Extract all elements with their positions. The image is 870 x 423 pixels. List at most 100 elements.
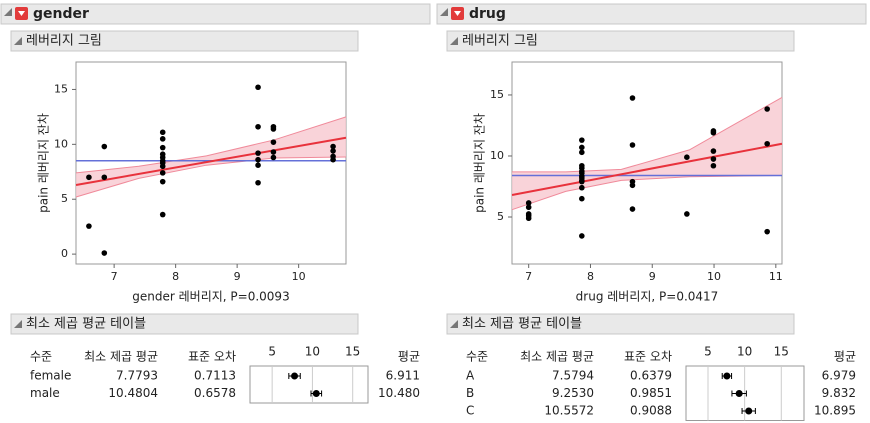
level-cell: C [466, 404, 474, 418]
point [525, 200, 532, 206]
x-tick-label: 11 [769, 270, 783, 283]
point [629, 182, 636, 189]
point [101, 143, 108, 150]
mean-cell: 6.979 [822, 369, 856, 383]
x-tick-label: 10 [707, 270, 721, 283]
y-tick-label: 10 [490, 149, 504, 162]
point [270, 139, 277, 145]
point [86, 223, 92, 229]
band-edge-upper [512, 96, 783, 173]
mini-tick-label: 5 [704, 345, 712, 359]
disclosure-icon[interactable] [14, 37, 22, 45]
point [684, 211, 690, 217]
column-header: 수준 [466, 350, 488, 364]
y-tick-label: 0 [61, 247, 68, 260]
y-tick-label: 15 [490, 88, 504, 101]
point [525, 204, 532, 211]
point [159, 163, 166, 170]
x-tick-label: 7 [111, 270, 118, 283]
column-header: 평균 [398, 350, 420, 364]
point [579, 137, 585, 143]
fit-line [75, 136, 347, 186]
point [525, 215, 532, 222]
band-edge-lower [511, 175, 783, 211]
panel-header [436, 3, 867, 25]
section-title: 최소 제곱 평균 테이블 [462, 317, 582, 332]
se-cell: 0.9088 [630, 404, 672, 418]
x-tick-label: 9 [234, 270, 241, 283]
panel-header [0, 3, 431, 25]
se-cell: 0.7113 [194, 369, 236, 383]
section-header [446, 30, 795, 52]
disclosure-icon[interactable] [4, 8, 12, 16]
y-tick-label: 5 [61, 192, 68, 205]
se-cell: 0.6578 [194, 386, 236, 400]
point [579, 144, 585, 151]
point [764, 228, 770, 235]
y-tick-label: 10 [54, 137, 68, 150]
point [710, 129, 717, 136]
lsmean-marker [735, 390, 743, 397]
y-tick-label: 15 [54, 82, 68, 95]
point [579, 149, 585, 156]
point [255, 150, 261, 156]
mini-tick-label: 10 [737, 345, 752, 359]
point [255, 162, 261, 168]
disclosure-icon[interactable] [450, 37, 458, 45]
x-tick-label: 8 [587, 270, 594, 283]
x-tick-label: 9 [649, 270, 656, 283]
y-axis-label: pain 레버리지 잔차 [37, 113, 51, 213]
point [159, 211, 166, 218]
point [270, 154, 277, 161]
menu-arrow [454, 11, 461, 16]
x-axis-label: drug 레버리지, P=0.0417 [576, 290, 719, 304]
mini-tick-label: 5 [268, 345, 276, 359]
section-title: 레버리지 그림 [26, 34, 102, 49]
section-title: 최소 제곱 평균 테이블 [26, 317, 146, 332]
point [710, 148, 717, 154]
x-axis-label: gender 레버리지, P=0.0093 [132, 290, 289, 304]
lsmean-cell: 7.7793 [116, 369, 158, 383]
level-cell: male [30, 386, 60, 400]
point [255, 84, 261, 91]
disclosure-icon[interactable] [440, 8, 448, 16]
level-cell: female [30, 369, 71, 383]
disclosure-icon[interactable] [14, 320, 22, 328]
x-tick-label: 8 [172, 270, 179, 283]
point [159, 170, 166, 176]
band-edge-lower [75, 156, 347, 198]
mini-tick-label: 15 [345, 345, 360, 359]
point [270, 126, 277, 132]
point [330, 156, 336, 163]
point [255, 156, 261, 163]
point [629, 142, 636, 148]
fit-line [511, 142, 783, 197]
section-header [10, 313, 359, 335]
se-cell: 0.6379 [630, 369, 672, 383]
x-tick-label: 10 [292, 270, 306, 283]
point [764, 140, 770, 147]
point [710, 162, 717, 169]
point [86, 174, 92, 181]
disclosure-icon[interactable] [450, 320, 458, 328]
y-tick-label: 5 [497, 210, 504, 223]
point [579, 233, 585, 239]
column-header: 평균 [834, 350, 856, 364]
point [710, 156, 717, 162]
point [159, 136, 166, 142]
point [159, 178, 166, 185]
lsmean-cell: 10.5572 [544, 404, 594, 418]
point [579, 195, 585, 202]
lsmean-marker [745, 407, 753, 415]
mean-cell: 10.895 [814, 404, 856, 418]
point [684, 154, 690, 161]
point [579, 184, 585, 191]
point [270, 149, 277, 155]
point [579, 178, 585, 185]
level-cell: B [466, 386, 474, 400]
section-header [10, 30, 359, 52]
panel-title: gender [33, 6, 89, 22]
lsmean-marker [291, 372, 299, 380]
